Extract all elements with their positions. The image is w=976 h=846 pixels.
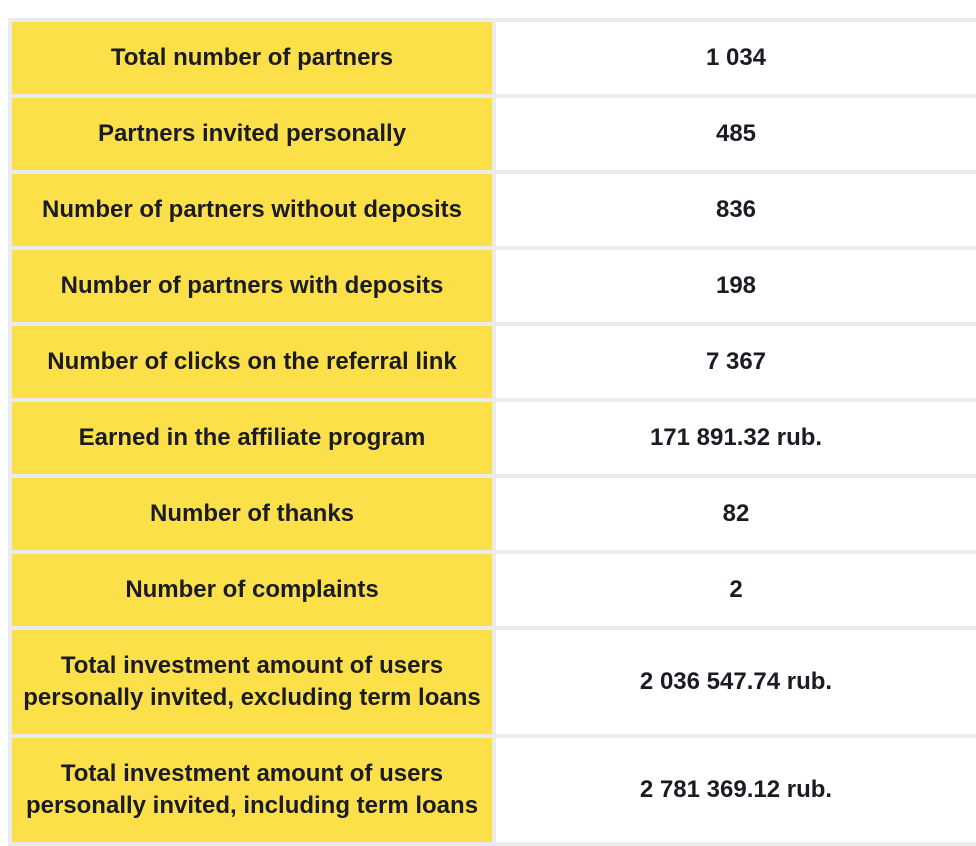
row-value: 171 891.32 rub.	[496, 402, 976, 474]
table-row: Number of clicks on the referral link 7 …	[12, 326, 976, 398]
row-label: Partners invited personally	[12, 98, 492, 170]
table-row: Total investment amount of users persona…	[12, 630, 976, 734]
row-label: Number of partners with deposits	[12, 250, 492, 322]
table-row: Partners invited personally 485	[12, 98, 976, 170]
table-row: Number of thanks 82	[12, 478, 976, 550]
row-value: 836	[496, 174, 976, 246]
row-value: 198	[496, 250, 976, 322]
row-value: 2 781 369.12 rub.	[496, 738, 976, 842]
table-row: Total investment amount of users persona…	[12, 738, 976, 842]
row-label: Earned in the affiliate program	[12, 402, 492, 474]
row-value: 1 034	[496, 22, 976, 94]
row-label: Number of clicks on the referral link	[12, 326, 492, 398]
table-row: Total number of partners 1 034	[12, 22, 976, 94]
row-label: Number of partners without deposits	[12, 174, 492, 246]
row-value: 2	[496, 554, 976, 626]
row-label: Total investment amount of users persona…	[12, 630, 492, 734]
table-row: Number of partners with deposits 198	[12, 250, 976, 322]
row-value: 485	[496, 98, 976, 170]
affiliate-stats-table: Total number of partners 1 034 Partners …	[8, 18, 976, 846]
row-value: 2 036 547.74 rub.	[496, 630, 976, 734]
row-label: Number of thanks	[12, 478, 492, 550]
row-value: 7 367	[496, 326, 976, 398]
table-row: Earned in the affiliate program 171 891.…	[12, 402, 976, 474]
row-value: 82	[496, 478, 976, 550]
table-row: Number of complaints 2	[12, 554, 976, 626]
row-label: Number of complaints	[12, 554, 492, 626]
table-row: Number of partners without deposits 836	[12, 174, 976, 246]
row-label: Total number of partners	[12, 22, 492, 94]
row-label: Total investment amount of users persona…	[12, 738, 492, 842]
